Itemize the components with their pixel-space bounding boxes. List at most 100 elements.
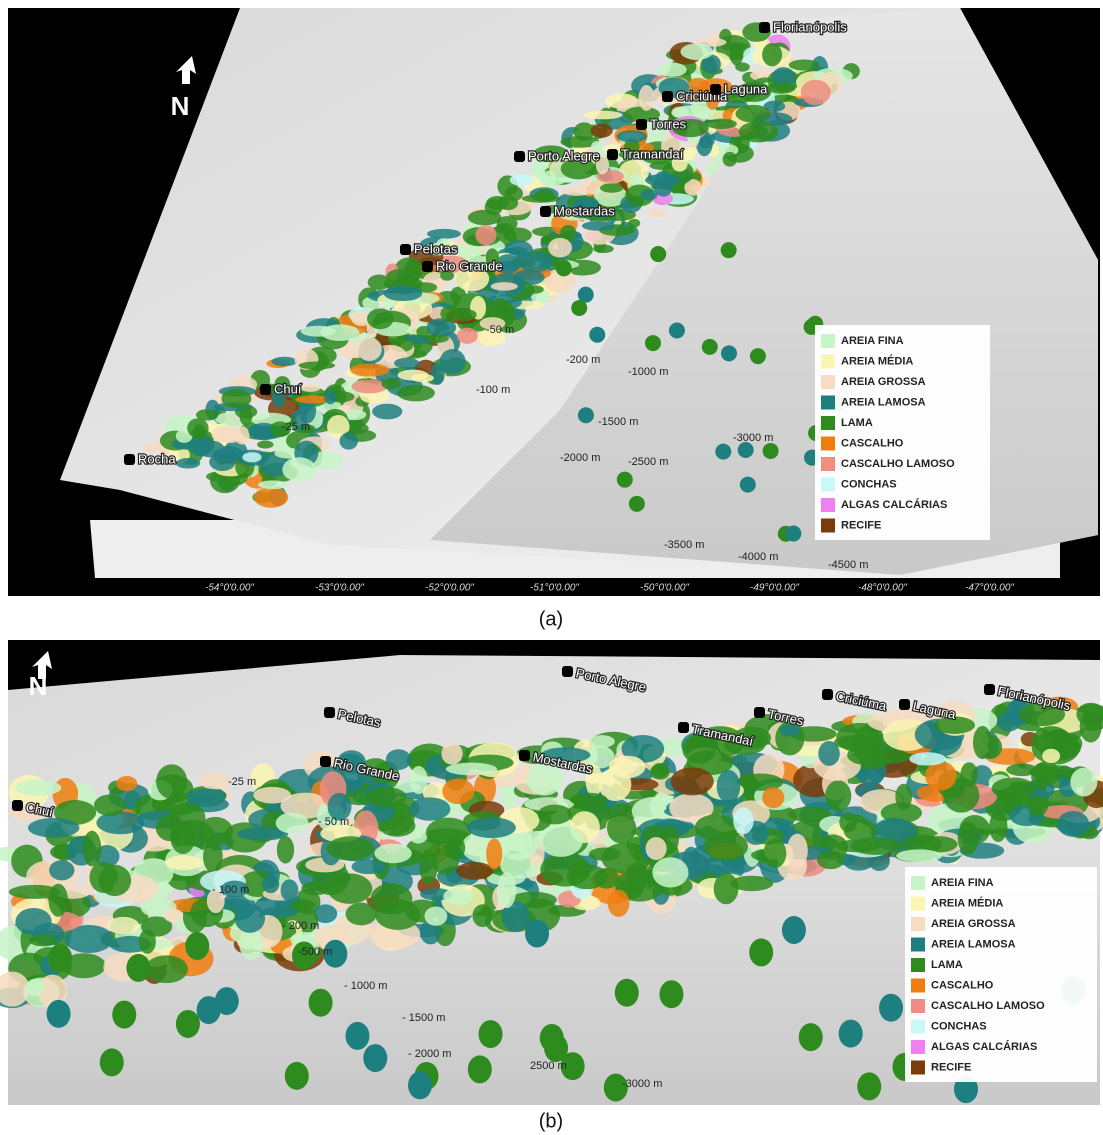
sediment-patch: [467, 817, 516, 838]
city-marker: [260, 384, 271, 395]
sediment-patch: [441, 743, 462, 765]
legend-label: ALGAS CALCÁRIAS: [931, 1040, 1037, 1053]
sediment-patch: [548, 238, 572, 258]
sediment-patch: [324, 390, 336, 404]
sediment-patch: [851, 837, 902, 855]
sediment-patch: [629, 496, 645, 512]
sediment-patch: [958, 821, 979, 855]
sediment-patch: [262, 875, 279, 893]
sediment-patch: [426, 334, 449, 342]
sediment-patch: [26, 979, 45, 997]
sediment-patch: [510, 174, 534, 186]
sediment-patch: [615, 979, 639, 1007]
sediment-patch: [397, 385, 435, 402]
sediment-patch: [285, 1062, 309, 1090]
contour-label: -50 m: [486, 324, 514, 336]
sediment-patch: [300, 384, 320, 392]
contour-label: -1000 m: [628, 366, 668, 378]
legend-swatch: [821, 396, 835, 410]
sediment-patch: [408, 1071, 432, 1099]
sediment-patch: [785, 526, 801, 542]
sediment-patch: [1042, 749, 1060, 763]
sediment-patch: [540, 1024, 564, 1052]
sediment-patch: [767, 82, 795, 94]
sediment-patch: [570, 793, 608, 806]
sediment-patch: [327, 836, 374, 860]
sediment-patch: [801, 80, 831, 105]
sediment-patch: [721, 242, 737, 258]
sediment-patch: [522, 194, 561, 202]
sediment-patch: [357, 337, 382, 361]
legend-label: AREIA FINA: [931, 877, 994, 889]
legend-label: AREIA FINA: [841, 335, 904, 347]
sediment-patch: [723, 152, 737, 167]
legend-label: AREIA MÉDIA: [931, 896, 1003, 909]
sediment-patch: [381, 378, 401, 390]
sediment-patch: [298, 361, 335, 369]
sediment-patch: [749, 938, 773, 966]
sediment-patch: [1027, 796, 1048, 816]
longitude-label: -47°0'0.00": [965, 583, 1014, 594]
sediment-patch: [472, 904, 492, 927]
sediment-patch: [15, 780, 61, 796]
sediment-patch: [367, 308, 394, 329]
sediment-patch: [372, 404, 402, 420]
legend-swatch: [821, 375, 835, 389]
legend-label: ALGAS CALCÁRIAS: [841, 498, 947, 511]
sediment-patch: [852, 726, 881, 760]
legend-swatch: [821, 519, 835, 533]
sediment-patch: [909, 752, 946, 765]
legend-swatch: [821, 355, 835, 369]
sediment-patch: [475, 225, 496, 245]
sediment-patch: [799, 1023, 823, 1051]
legend-swatch: [911, 958, 925, 972]
sediment-patch: [657, 63, 686, 77]
city-marker: [662, 91, 673, 102]
sediment-patch: [350, 363, 389, 376]
legend-label: CASCALHO LAMOSO: [931, 1000, 1045, 1012]
sediment-patch: [498, 195, 518, 210]
city-marker: [514, 151, 525, 162]
legend-label: LAMA: [841, 417, 873, 429]
legend-swatch: [821, 416, 835, 430]
city-label: Florianópolis: [773, 19, 847, 34]
sediment-patch: [9, 885, 61, 899]
sediment-patch: [539, 824, 583, 857]
city-marker: [984, 684, 995, 695]
sediment-patch: [973, 726, 992, 759]
sediment-patch: [165, 855, 203, 870]
sediment-patch: [839, 1020, 863, 1048]
sediment-patch: [443, 888, 474, 905]
sediment-patch: [346, 903, 377, 926]
sediment-patch: [715, 444, 731, 460]
sediment-patch: [409, 797, 450, 820]
legend-swatch: [821, 498, 835, 512]
legend-label: AREIA LAMOSA: [931, 938, 1016, 950]
sediment-patch: [733, 807, 753, 834]
sediment-patch: [374, 844, 411, 864]
sediment-patch: [495, 223, 513, 234]
sediment-patch: [589, 735, 615, 748]
sediment-patch: [609, 756, 646, 778]
sediment-patch: [242, 452, 261, 462]
contour-label: -2500 m: [628, 456, 668, 468]
sediment-patch: [234, 426, 249, 444]
legend-swatch: [821, 437, 835, 451]
sediment-patch: [187, 789, 227, 802]
sediment-patch: [49, 860, 74, 880]
sediment-patch: [763, 443, 779, 459]
sediment-patch: [645, 335, 661, 351]
sediment-patch: [209, 453, 235, 471]
legend-swatch: [911, 917, 925, 931]
sediment-patch: [404, 259, 419, 284]
city-marker: [400, 244, 411, 255]
contour-label: -3000 m: [622, 1078, 662, 1090]
sediment-patch: [591, 124, 613, 138]
legend-swatch: [911, 876, 925, 890]
sediment-patch: [989, 811, 1007, 842]
sediment-patch: [363, 1044, 387, 1072]
sediment-patch: [518, 251, 553, 272]
sediment-patch: [170, 820, 195, 854]
sediment-patch: [371, 883, 413, 914]
figure: (a)NFlorianópolisCriciúmaLagunaTorresPor…: [0, 0, 1103, 1135]
